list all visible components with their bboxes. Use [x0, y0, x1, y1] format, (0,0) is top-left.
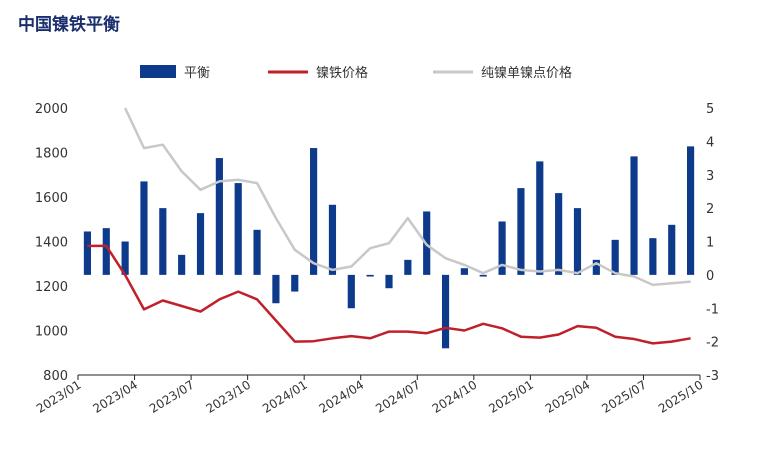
line-nickel-iron-price: [87, 244, 691, 345]
legend-swatch-balance: [140, 65, 176, 78]
bar: [668, 224, 676, 275]
x-tick-label: 2025/01: [486, 378, 536, 416]
x-tick-label: 2023/04: [90, 378, 140, 416]
bar: [479, 274, 487, 277]
bar: [536, 161, 544, 275]
x-tick-label: 2024/01: [260, 378, 310, 416]
bar: [630, 156, 638, 275]
right-tick-label: 4: [706, 135, 714, 150]
left-tick-label: 1000: [35, 325, 68, 340]
right-tick-label: 2: [706, 202, 714, 217]
right-tick-label: -3: [706, 369, 719, 384]
bar: [649, 238, 657, 275]
x-tick-label: 2023/07: [147, 378, 197, 416]
x-tick-label: 2024/10: [430, 378, 480, 416]
bar: [573, 208, 582, 275]
bar: [102, 228, 110, 275]
bar-series-balance: [83, 146, 695, 349]
chart-title: 中国镍铁平衡: [18, 14, 120, 35]
bar: [686, 146, 695, 275]
legend-label-nickel-iron-price: 镍铁价格: [316, 65, 368, 81]
legend-label-balance: 平衡: [184, 66, 210, 81]
bar: [253, 229, 261, 275]
right-tick-label: 5: [706, 102, 714, 117]
bar: [611, 239, 619, 275]
x-tick-label: 2025/04: [543, 378, 593, 416]
bar: [159, 208, 167, 275]
right-tick-label: 1: [706, 236, 714, 251]
bar: [385, 274, 393, 289]
bar: [555, 193, 563, 275]
left-tick-label: 800: [43, 369, 68, 384]
right-tick-label: 3: [706, 169, 714, 184]
legend-label-pure-nickel-spread: 纯镍单镍点价格: [481, 65, 572, 81]
right-tick-label: -2: [706, 336, 719, 351]
right-tick-label: 0: [706, 269, 714, 284]
bar: [366, 274, 374, 277]
bar: [460, 268, 468, 275]
left-tick-label: 1200: [35, 280, 68, 295]
x-tick-label: 2023/10: [204, 378, 254, 416]
bar: [404, 259, 412, 275]
bar: [121, 241, 129, 275]
bar: [215, 158, 223, 275]
left-tick-label: 2000: [35, 102, 68, 117]
bar: [291, 274, 299, 292]
x-tick-label: 2025/07: [599, 378, 649, 416]
legend: 平衡 镍铁价格 纯镍单镍点价格: [140, 65, 572, 81]
bar: [441, 274, 450, 349]
left-tick-label: 1800: [35, 147, 68, 162]
x-tick-label: 2025/10: [656, 378, 706, 416]
bar: [140, 181, 148, 275]
line-series: [87, 107, 691, 345]
bar: [83, 231, 92, 275]
left-tick-label: 1400: [35, 236, 68, 251]
bar: [347, 274, 355, 309]
bar: [178, 254, 186, 275]
bar: [328, 204, 337, 275]
line-pure-nickel-spread: [123, 107, 691, 287]
bar: [498, 221, 506, 275]
bar: [272, 274, 280, 304]
left-tick-label: 1600: [35, 191, 68, 206]
bar: [196, 213, 205, 275]
bar: [234, 183, 242, 275]
right-tick-label: -1: [706, 302, 719, 317]
x-tick-label: 2024/04: [317, 378, 367, 416]
x-tick-label: 2024/07: [373, 378, 423, 416]
bar: [592, 259, 600, 275]
bar: [517, 188, 525, 275]
bar: [310, 148, 318, 275]
